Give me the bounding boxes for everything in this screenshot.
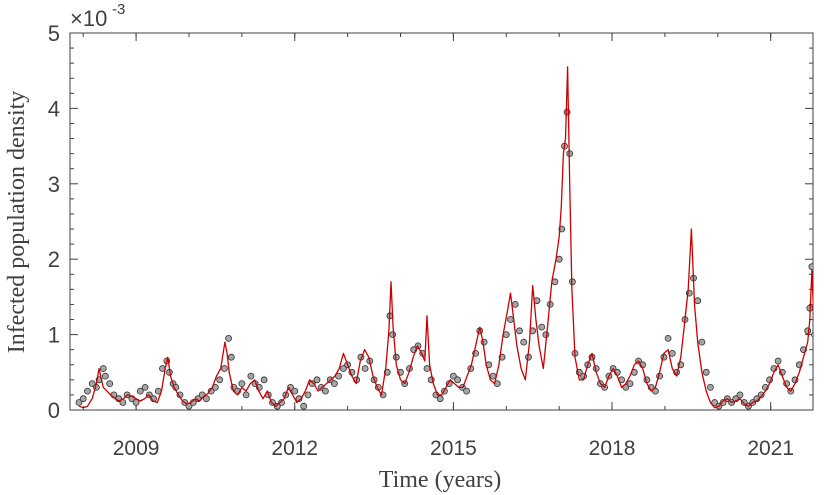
y-axis: 0 1 2 3 4 5 xyxy=(48,21,813,423)
data-point xyxy=(295,395,303,403)
data-point xyxy=(702,368,710,376)
data-point xyxy=(339,365,347,372)
data-point xyxy=(555,255,563,263)
data-point xyxy=(132,399,140,406)
data-point xyxy=(242,391,250,399)
data-point xyxy=(502,331,510,339)
data-point xyxy=(136,387,144,395)
y-axis-label: Infected population density xyxy=(4,91,30,354)
data-point xyxy=(707,383,714,391)
series-group xyxy=(75,66,830,410)
data-point xyxy=(278,399,285,406)
x-tick-label: 2018 xyxy=(589,437,636,460)
data-point xyxy=(511,300,519,308)
data-point xyxy=(304,391,312,399)
data-point xyxy=(808,263,813,271)
data-point xyxy=(79,395,87,403)
x-tick-label: 2009 xyxy=(113,437,160,460)
data-point xyxy=(88,380,96,388)
y-tick-label: 1 xyxy=(48,323,60,348)
data-point xyxy=(694,297,702,305)
y-tick-label: 5 xyxy=(48,21,60,46)
data-point xyxy=(216,376,224,384)
data-point xyxy=(423,365,431,372)
data-point xyxy=(247,372,255,380)
data-point xyxy=(225,334,233,342)
data-point xyxy=(698,338,706,346)
data-point xyxy=(330,380,338,388)
data-point xyxy=(227,353,235,361)
data-point xyxy=(141,383,149,391)
data-point xyxy=(668,349,676,357)
model-line xyxy=(78,66,813,409)
data-point xyxy=(757,391,765,399)
data-point xyxy=(260,376,268,384)
data-point-series xyxy=(75,108,830,410)
data-point xyxy=(106,380,114,388)
data-point xyxy=(454,376,462,384)
x-tick-label: 2021 xyxy=(747,437,794,460)
data-point xyxy=(814,362,820,368)
y-axis-exponent-base: ×10 xyxy=(70,6,107,31)
y-tick-label: 4 xyxy=(48,96,60,121)
data-point xyxy=(436,395,444,403)
data-point xyxy=(449,372,457,380)
data-point xyxy=(816,381,822,387)
y-axis-exponent-power: -3 xyxy=(112,1,125,18)
data-point xyxy=(313,376,321,384)
data-point xyxy=(563,108,571,116)
data-point xyxy=(507,316,514,323)
data-point xyxy=(308,380,316,388)
data-point xyxy=(300,402,308,410)
data-point xyxy=(811,331,813,338)
data-point xyxy=(220,365,228,372)
plot-frame xyxy=(69,32,814,411)
data-point xyxy=(774,357,782,365)
data-point xyxy=(321,387,329,395)
y-tick-label: 3 xyxy=(48,172,60,197)
data-point xyxy=(102,372,109,380)
data-point xyxy=(516,327,523,335)
data-point xyxy=(463,387,471,395)
data-point xyxy=(626,380,634,388)
data-point xyxy=(99,365,107,372)
data-point xyxy=(711,399,718,406)
data-point xyxy=(291,387,299,395)
data-point xyxy=(361,365,369,372)
data-point xyxy=(84,387,91,395)
x-axis-label: Time (years) xyxy=(379,467,501,493)
y-tick-label: 2 xyxy=(48,247,60,272)
data-point xyxy=(804,327,812,335)
data-point xyxy=(736,391,744,399)
x-tick-label: 2015 xyxy=(430,437,477,460)
data-point xyxy=(389,331,397,339)
x-tick-label: 2012 xyxy=(271,437,318,460)
data-point xyxy=(719,399,727,406)
model-line-series xyxy=(78,66,813,409)
data-point xyxy=(819,384,825,390)
data-point xyxy=(822,369,828,375)
data-point xyxy=(75,399,83,406)
data-point xyxy=(538,323,546,331)
data-point xyxy=(740,399,748,406)
data-point xyxy=(664,334,672,342)
y-axis-exponent: ×10 -3 xyxy=(70,1,125,31)
x-axis: 2009 2012 2015 2018 2021 xyxy=(82,33,794,460)
data-point xyxy=(202,395,210,403)
data-point xyxy=(824,347,830,353)
y-tick-label: 0 xyxy=(48,398,60,423)
data-point xyxy=(273,402,281,410)
data-point xyxy=(238,380,246,388)
plot-area xyxy=(69,32,814,411)
data-point xyxy=(520,338,528,346)
